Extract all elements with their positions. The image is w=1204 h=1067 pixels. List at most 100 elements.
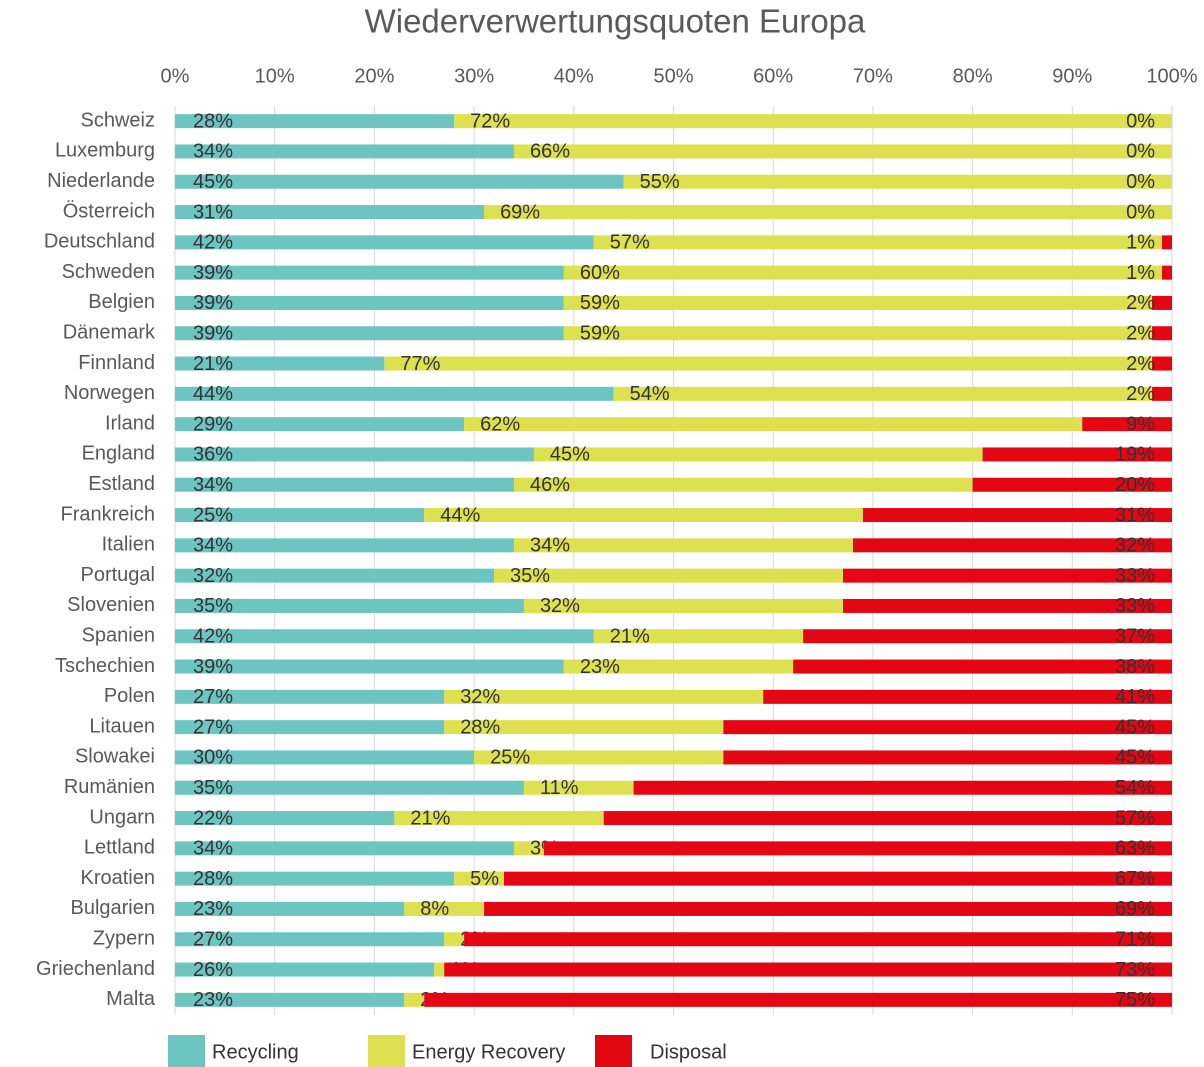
bar-segment [434, 962, 445, 977]
y-tick-label: Litauen [89, 715, 155, 737]
bar-segment [424, 992, 1172, 1007]
bar-segment [533, 447, 983, 462]
data-label: 42% [193, 232, 233, 254]
data-label: 25% [490, 747, 530, 769]
data-label: 73% [1115, 959, 1155, 981]
data-label: 34% [193, 141, 233, 163]
data-label: 2% [1126, 292, 1155, 314]
data-label: 0% [1126, 201, 1155, 223]
data-label: 21% [193, 353, 233, 375]
data-label: 34% [530, 535, 570, 557]
y-tick-label: Malta [106, 988, 156, 1010]
data-label: 27% [193, 686, 233, 708]
y-tick-label: Slovenien [67, 594, 155, 616]
y-tick-label: Polen [104, 685, 155, 707]
y-tick-label: Portugal [81, 564, 156, 586]
data-label: 2% [1126, 323, 1155, 345]
x-tick-label: 30% [454, 65, 494, 87]
x-tick-label: 20% [354, 65, 394, 87]
data-label: 31% [193, 201, 233, 223]
data-label: 32% [540, 595, 580, 617]
data-label: 59% [580, 323, 620, 345]
data-label: 2% [1126, 353, 1155, 375]
data-label: 41% [1115, 686, 1155, 708]
data-label: 69% [1115, 898, 1155, 920]
bar-segment [563, 265, 1163, 280]
x-tick-label: 100% [1146, 65, 1197, 87]
data-label: 63% [1115, 838, 1155, 860]
bar-segment [593, 235, 1163, 250]
data-label: 62% [480, 413, 520, 435]
data-label: 32% [1115, 535, 1155, 557]
data-label: 31% [1115, 504, 1155, 526]
bar-segment [763, 689, 1172, 704]
bar-segment [175, 780, 524, 795]
bar-segment [633, 780, 1172, 795]
bar-segment [394, 811, 604, 826]
data-label: 35% [193, 595, 233, 617]
bar-segment [543, 841, 1172, 856]
bar-segment [1152, 326, 1172, 341]
y-tick-label: Norwegen [64, 382, 155, 404]
bar-segment [175, 841, 514, 856]
bar-segment [175, 720, 445, 735]
data-label: 27% [193, 929, 233, 951]
data-label: 30% [193, 747, 233, 769]
y-tick-label: Slowakei [75, 746, 155, 768]
bar-segment [175, 811, 395, 826]
x-tick-label: 0% [161, 65, 190, 87]
bar-segment [484, 901, 1172, 916]
y-tick-label: Österreich [63, 200, 155, 222]
y-tick-label: Griechenland [36, 958, 155, 980]
bar-segment [444, 689, 764, 704]
bar-segment [513, 477, 973, 492]
bar-segment [175, 235, 594, 250]
data-label: 45% [1115, 716, 1155, 738]
y-tick-label: Schweiz [81, 109, 155, 131]
bar-segment [1162, 235, 1172, 250]
data-label: 32% [460, 686, 500, 708]
bar-segment [1082, 417, 1172, 432]
bar-segment [175, 417, 465, 432]
data-label: 28% [193, 868, 233, 890]
bar-segment [1152, 386, 1172, 401]
x-tick-label: 80% [953, 65, 993, 87]
y-tick-label: Tschechien [55, 655, 155, 677]
bar-segment [484, 205, 1172, 220]
data-label: 77% [400, 353, 440, 375]
data-label: 55% [640, 171, 680, 193]
data-label: 8% [420, 898, 449, 920]
data-label: 54% [1115, 777, 1155, 799]
data-label: 54% [630, 383, 670, 405]
y-tick-label: Rumänien [64, 776, 155, 798]
data-label: 33% [1115, 565, 1155, 587]
bar-segment [523, 598, 843, 613]
bar-segment [464, 417, 1083, 432]
legend-label: Recycling [212, 1041, 299, 1063]
data-label: 34% [193, 535, 233, 557]
data-label: 39% [193, 323, 233, 345]
data-label: 29% [193, 413, 233, 435]
bar-segment [175, 568, 495, 583]
bar-segment [603, 811, 1172, 826]
bar-segment [175, 932, 445, 947]
legend-swatch [168, 1035, 205, 1067]
data-label: 0% [1126, 171, 1155, 193]
bar-segment [175, 598, 524, 613]
bar-segment [623, 174, 1172, 189]
y-tick-label: Schweden [62, 261, 155, 283]
bar-segment [175, 114, 455, 129]
data-label: 67% [1115, 868, 1155, 890]
bar-segment [175, 689, 445, 704]
y-tick-label: Dänemark [63, 322, 156, 344]
y-tick-label: Finnland [78, 352, 155, 374]
bar-segment [793, 659, 1172, 674]
bar-segment [513, 841, 544, 856]
bar-segment [444, 932, 465, 947]
y-tick-label: Deutschland [44, 231, 155, 253]
bar-segment [842, 598, 1172, 613]
data-label: 44% [193, 383, 233, 405]
bar-segment [175, 356, 385, 371]
bar-segment [175, 174, 624, 189]
